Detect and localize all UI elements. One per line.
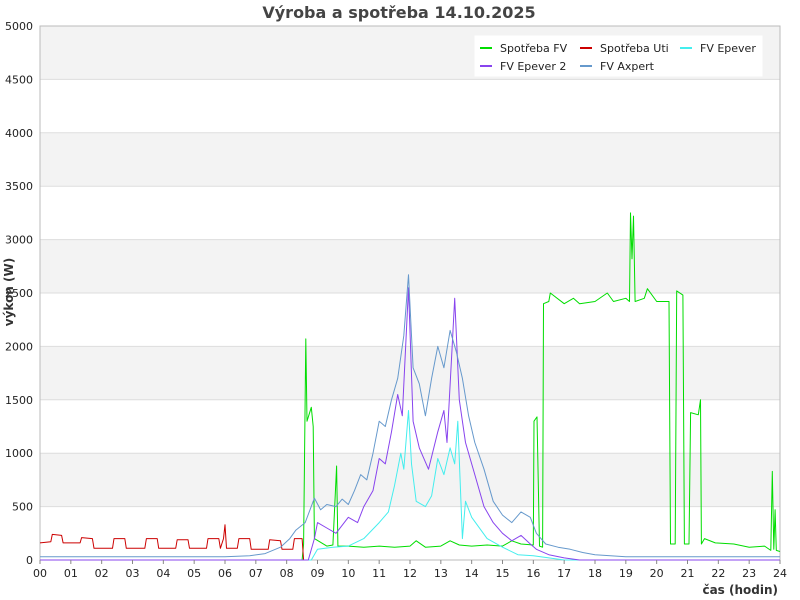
legend-entry: FV Epever 2 [500,60,566,73]
y-tick-label: 1500 [5,394,33,407]
x-tick-label: 14 [465,567,479,580]
x-tick-label: 23 [742,567,756,580]
y-tick-label: 4500 [5,73,33,86]
legend-entry: Spotřeba Uti [600,42,669,55]
legend-entry: Spotřeba FV [500,42,568,55]
x-tick-label: 13 [434,567,448,580]
legend: Spotřeba FV Spotřeba Uti FV Epever FV Epeve… [475,36,762,76]
x-tick-label: 01 [64,567,78,580]
y-axis-label: výkon (W) [2,258,16,326]
legend-entry: FV Axpert [600,60,655,73]
x-axis-ticks: 00 01 02 03 04 05 06 07 08 09 10 11 12 13 14 15 16 17 18 19… [33,560,787,580]
x-tick-label: 20 [650,567,664,580]
x-tick-label: 19 [619,567,633,580]
background-band [40,133,780,186]
x-tick-label: 22 [711,567,725,580]
x-axis-label: čas (hodin) [702,583,778,597]
background-band [40,186,780,239]
x-tick-label: 12 [403,567,417,580]
x-tick-label: 04 [156,567,170,580]
background-band [40,507,780,560]
x-tick-label: 09 [311,567,325,580]
y-tick-label: 1000 [5,447,33,460]
x-tick-label: 24 [773,567,787,580]
legend-entry: FV Epever [700,42,756,55]
x-tick-label: 16 [526,567,540,580]
y-tick-label: 3000 [5,234,33,247]
y-tick-label: 4000 [5,127,33,140]
y-tick-label: 3500 [5,180,33,193]
y-tick-label: 0 [26,554,33,567]
x-tick-label: 15 [496,567,510,580]
x-tick-label: 21 [681,567,695,580]
x-tick-label: 11 [372,567,386,580]
x-tick-label: 05 [187,567,201,580]
x-tick-label: 03 [126,567,140,580]
x-tick-label: 02 [95,567,109,580]
y-tick-label: 5000 [5,20,33,33]
x-tick-label: 08 [280,567,294,580]
x-tick-label: 00 [33,567,47,580]
x-tick-label: 10 [341,567,355,580]
chart-title: Výroba a spotřeba 14.10.2025 [262,3,535,22]
background-band [40,79,780,132]
x-tick-label: 17 [557,567,571,580]
y-tick-label: 500 [12,501,33,514]
x-tick-label: 06 [218,567,232,580]
background-band [40,453,780,506]
y-tick-label: 2000 [5,340,33,353]
x-tick-label: 07 [249,567,263,580]
background-band [40,240,780,293]
x-tick-label: 18 [588,567,602,580]
